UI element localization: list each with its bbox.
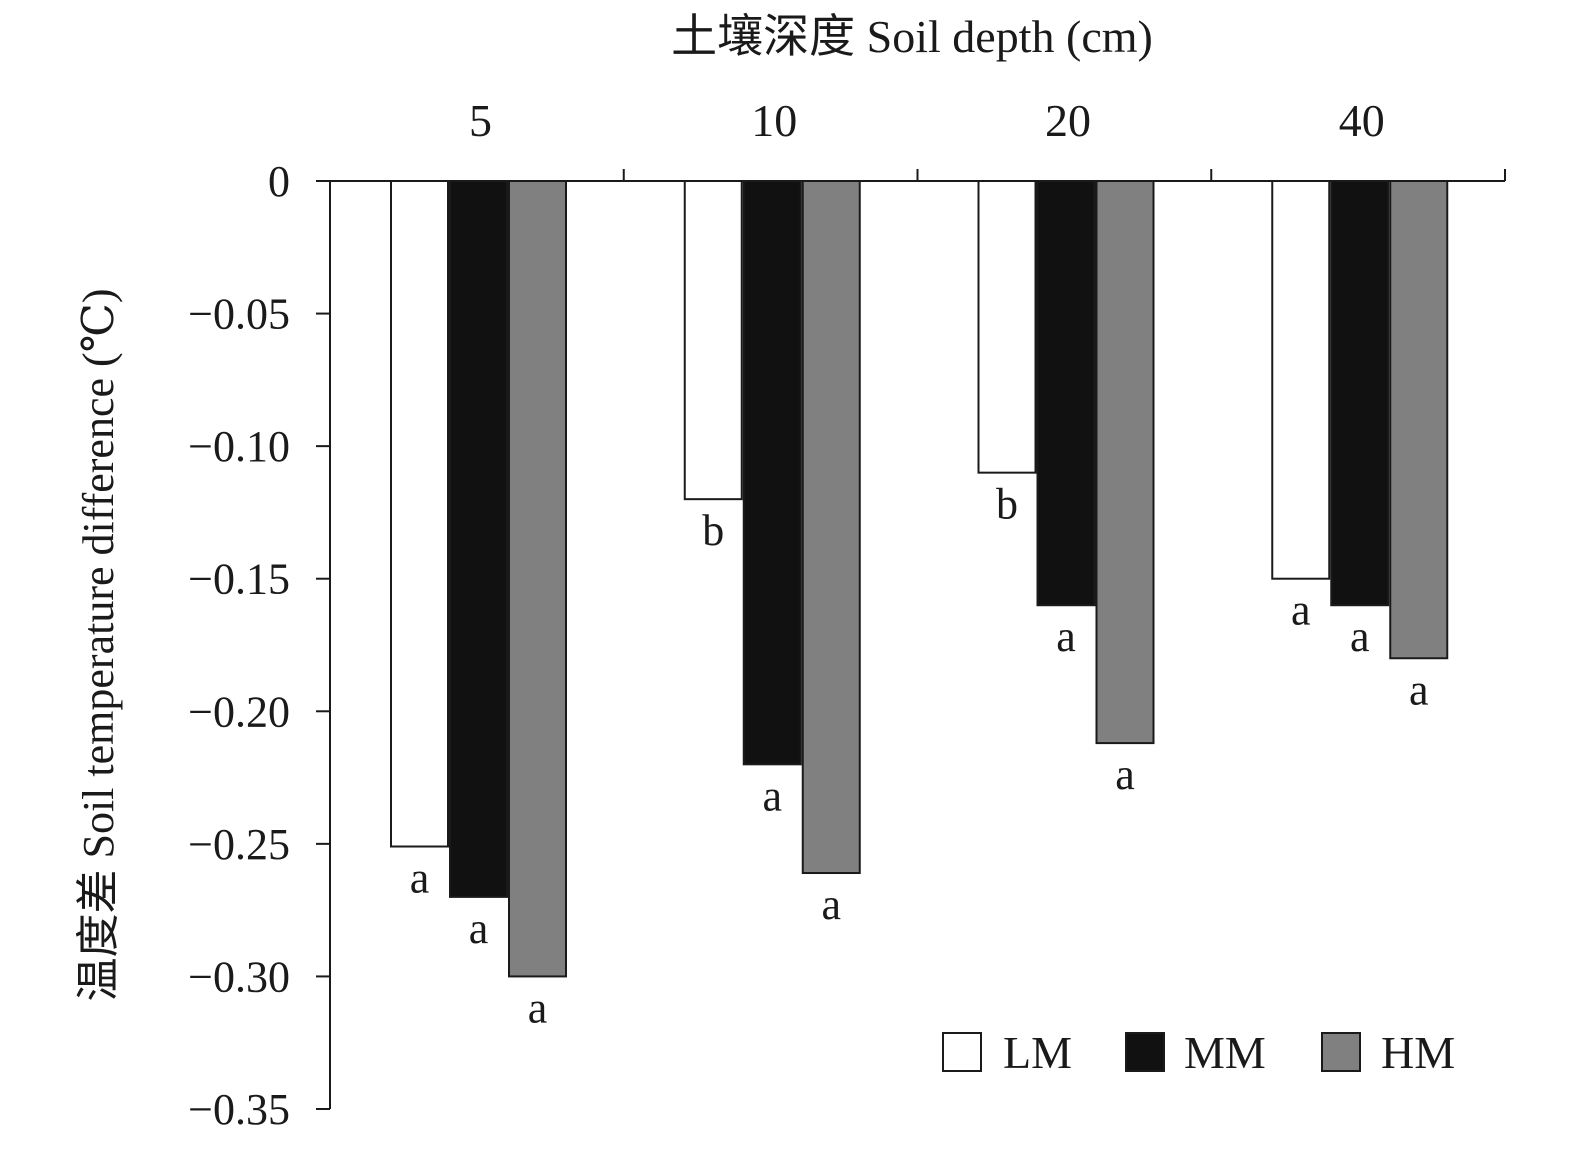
- significance-letter: a: [528, 983, 548, 1032]
- significance-letter: b: [702, 506, 724, 555]
- legend-label: LM: [1003, 1027, 1072, 1078]
- x-tick-label: 10: [751, 95, 797, 146]
- bar-lm: [683, 180, 743, 501]
- bar-mm: [1036, 180, 1096, 607]
- y-axis-title: 温度差 Soil temperature difference (℃): [74, 288, 123, 1001]
- x-tick-label: 5: [469, 95, 492, 146]
- significance-letter: a: [1115, 750, 1135, 799]
- bar-mm: [449, 180, 508, 898]
- significance-letter: a: [1056, 612, 1076, 661]
- bar-mm: [742, 180, 802, 766]
- legend-swatch-mm: [1125, 1032, 1165, 1072]
- significance-letter: a: [821, 880, 841, 929]
- significance-letter: a: [1350, 612, 1370, 661]
- x-tick-label: 20: [1045, 95, 1091, 146]
- y-tick-label: −0.30: [188, 952, 290, 1001]
- y-tick-label: −0.25: [188, 820, 290, 869]
- significance-letter: a: [762, 771, 782, 820]
- bar-hm: [1389, 180, 1449, 660]
- bar-hm: [508, 180, 567, 978]
- y-tick-label: −0.05: [188, 290, 290, 339]
- significance-letter: b: [996, 480, 1018, 529]
- legend-swatch-hm: [1321, 1032, 1361, 1072]
- bar-lm: [390, 180, 449, 848]
- y-tick-label: −0.15: [188, 555, 290, 604]
- bar-lm: [977, 180, 1037, 474]
- legend-label: MM: [1184, 1027, 1266, 1078]
- significance-letter: a: [469, 904, 489, 953]
- bar-lm: [1271, 180, 1331, 580]
- legend-swatch-lm: [942, 1032, 982, 1072]
- y-tick-label: −0.10: [188, 422, 290, 471]
- bar-hm: [1095, 180, 1155, 745]
- y-tick-label: −0.20: [188, 687, 290, 736]
- legend-label: HM: [1381, 1027, 1455, 1078]
- bar-hm: [801, 180, 861, 875]
- y-tick-label: 0: [268, 157, 290, 206]
- legend: LM MM HM: [942, 1027, 1455, 1078]
- significance-letter: a: [1409, 665, 1429, 714]
- bar-mm: [1330, 180, 1390, 607]
- x-tick-label: 40: [1339, 95, 1385, 146]
- y-tick-label: −0.35: [188, 1085, 290, 1134]
- significance-letter: a: [410, 854, 430, 903]
- significance-letter: a: [1291, 586, 1311, 635]
- x-axis-title: 土壤深度 Soil depth (cm): [671, 11, 1153, 62]
- plot-area: 0 −0.05 −0.10 −0.15 −0.20 −0.25 −0.30 −0.35 5 10 2…: [188, 95, 1506, 1134]
